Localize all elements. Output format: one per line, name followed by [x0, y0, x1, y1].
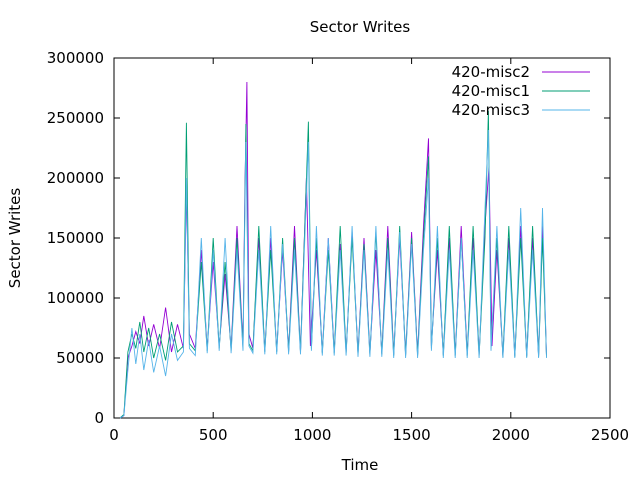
- x-tick-label: 2000: [492, 426, 530, 444]
- series-line-420-misc3: [114, 129, 547, 419]
- chart-title: Sector Writes: [310, 18, 411, 36]
- tick-layer: 0 500 1000 1500 2000 2500 0 50000 100000 150000 20…: [47, 49, 629, 444]
- y-tick-label: 50000: [56, 349, 104, 367]
- legend-label: 420-misc3: [452, 101, 530, 119]
- x-tick-label: 0: [109, 426, 119, 444]
- y-tick-label: 250000: [47, 109, 104, 127]
- legend-label: 420-misc1: [452, 82, 530, 100]
- y-tick-label: 300000: [47, 49, 104, 67]
- x-tick-label: 500: [199, 426, 228, 444]
- y-tick-label: 0: [94, 409, 104, 427]
- y-tick-label: 150000: [47, 229, 104, 247]
- x-tick-label: 1000: [293, 426, 331, 444]
- series-line-420-misc1: [114, 110, 547, 419]
- y-axis-label: Sector Writes: [6, 188, 24, 289]
- legend-label: 420-misc2: [452, 63, 530, 81]
- x-axis-label: Time: [341, 456, 379, 474]
- x-tick-label: 2500: [591, 426, 629, 444]
- series-layer: [114, 81, 547, 419]
- series-line-420-misc2: [114, 81, 547, 419]
- y-tick-label: 100000: [47, 289, 104, 307]
- y-tick-label: 200000: [47, 169, 104, 187]
- x-tick-label: 1500: [393, 426, 431, 444]
